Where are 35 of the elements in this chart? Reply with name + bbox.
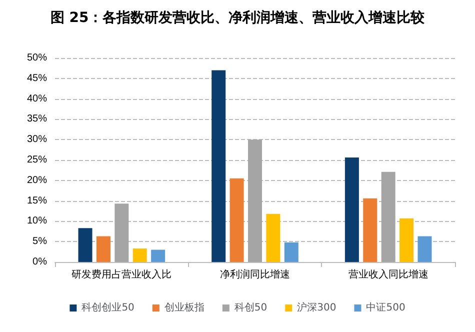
- bar: [266, 214, 280, 262]
- y-tick-label: 30%: [26, 134, 48, 146]
- y-tick-label: 5%: [32, 236, 48, 248]
- bar: [114, 204, 129, 262]
- bar: [418, 236, 432, 262]
- y-tick-label: 50%: [26, 52, 48, 64]
- bar: [400, 218, 414, 262]
- bar: [248, 140, 262, 262]
- legend-label: 科创50: [234, 302, 268, 314]
- y-tick-label: 20%: [26, 174, 48, 186]
- y-tick-label: 45%: [26, 72, 48, 84]
- y-tick-label: 35%: [26, 114, 48, 125]
- legend-label: 沪深300: [297, 302, 336, 314]
- bar: [78, 228, 92, 262]
- bar: [212, 70, 226, 262]
- legend-label: 中证500: [366, 302, 406, 314]
- bar: [96, 236, 110, 262]
- bar: [284, 242, 298, 262]
- y-tick-label: 40%: [26, 93, 48, 104]
- bar: [132, 248, 147, 262]
- x-tick-label: 研发费用占营业收入比: [72, 268, 172, 280]
- y-tick-label: 25%: [26, 154, 48, 166]
- bar: [151, 250, 166, 262]
- y-tick-label: 15%: [26, 195, 48, 206]
- y-tick-label: 0%: [32, 256, 48, 268]
- bar: [363, 198, 378, 262]
- bar: [344, 158, 359, 262]
- legend-label: 科创创业50: [82, 302, 134, 314]
- bar: [381, 172, 396, 262]
- chart-title: 图 25：各指数研发营收比、净利润增速、营业收入增速比较: [50, 9, 426, 26]
- x-tick-label: 营业收入同比增速: [348, 268, 428, 280]
- x-tick-label: 净利润同比增速: [220, 268, 290, 280]
- bar: [230, 178, 244, 262]
- legend-label: 创业板指: [164, 302, 204, 314]
- y-tick-label: 10%: [26, 216, 48, 227]
